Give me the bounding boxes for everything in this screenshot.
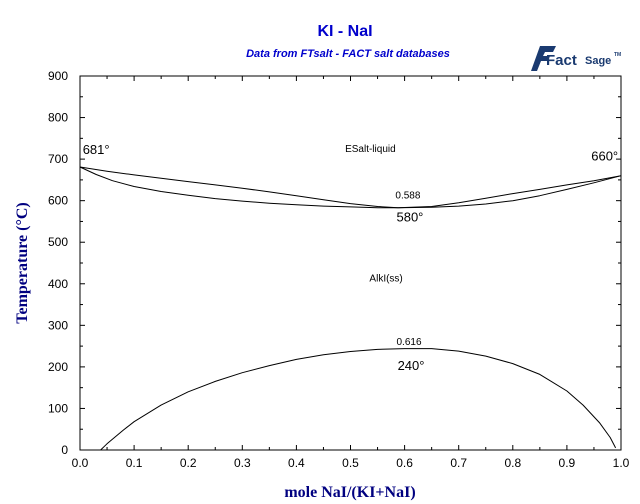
y-tick-label: 900 xyxy=(48,69,68,83)
annotation-label: ESalt-liquid xyxy=(345,144,396,155)
factsage-logo: Fact Sage TM xyxy=(531,46,621,71)
y-tick-label: 200 xyxy=(48,360,68,374)
annotation-label: 580° xyxy=(396,209,423,224)
y-tick-label: 600 xyxy=(48,194,68,208)
axis-ticks: 0.0 0.1 0.2 0.3 0.4 0.5 0.6 0.7 0.8 0.9 1.0 0 100 200… xyxy=(48,69,630,470)
plot-frame xyxy=(79,75,622,451)
logo-text-sage: Sage xyxy=(585,55,611,67)
x-tick-label: 0.5 xyxy=(342,456,359,470)
y-tick-label: 300 xyxy=(48,318,68,332)
y-tick-label: 700 xyxy=(48,152,68,166)
series-line-liquidus xyxy=(79,166,622,209)
x-tick-label: 0.9 xyxy=(559,456,576,470)
y-tick-label: 400 xyxy=(48,277,68,291)
annotation-label: 0.588 xyxy=(395,191,420,202)
x-tick-label: 0.3 xyxy=(234,456,251,470)
x-tick-label: 0.8 xyxy=(504,456,521,470)
x-tick-label: 0.7 xyxy=(450,456,467,470)
x-tick-label: 0.2 xyxy=(180,456,197,470)
series-line-solidus xyxy=(79,166,622,209)
phase-curves xyxy=(79,166,622,451)
annotation-label: 681° xyxy=(83,142,110,157)
annotation-label: 0.616 xyxy=(396,337,421,348)
x-axis-label: mole NaI/(KI+NaI) xyxy=(284,484,415,501)
x-tick-label: 0.4 xyxy=(288,456,305,470)
annotation-label: 660° xyxy=(591,148,618,163)
annotation-label: 240° xyxy=(398,358,425,373)
x-tick-label: 0.1 xyxy=(126,456,143,470)
y-tick-label: 100 xyxy=(48,401,68,415)
y-tick-label: 800 xyxy=(48,111,68,125)
x-tick-label: 0.6 xyxy=(396,456,413,470)
annotations: 681° 660° ESalt-liquid 0.588 580° AlkI(ss) 0.6… xyxy=(83,142,618,373)
x-tick-label: 0.0 xyxy=(72,456,89,470)
y-axis-label: Temperature (°C) xyxy=(14,202,31,323)
series-line-miscibility-gap xyxy=(100,348,617,451)
x-tick-label: 1.0 xyxy=(613,456,630,470)
annotation-label: AlkI(ss) xyxy=(369,273,402,284)
logo-text-fact: Fact xyxy=(546,52,577,69)
chart-subtitle: Data from FTsalt - FACT salt databases xyxy=(246,48,450,60)
logo-tm: TM xyxy=(614,52,621,58)
logo-mark-icon xyxy=(531,46,556,71)
y-tick-label: 500 xyxy=(48,235,68,249)
y-tick-label: 0 xyxy=(61,443,68,457)
chart-title: KI - NaI xyxy=(317,23,372,40)
